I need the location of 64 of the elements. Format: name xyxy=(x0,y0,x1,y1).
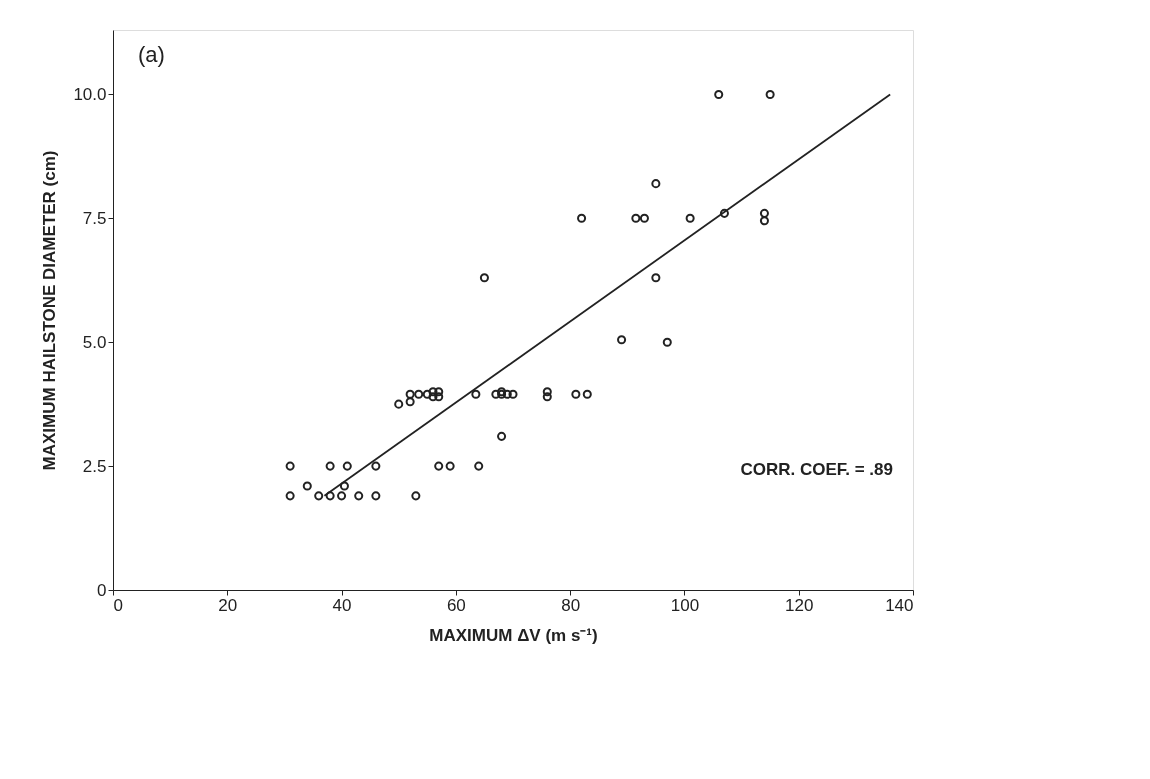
point xyxy=(434,392,444,402)
point xyxy=(639,213,649,223)
x-tick-label: 100 xyxy=(670,595,700,615)
point xyxy=(434,461,444,471)
point xyxy=(339,481,349,491)
point xyxy=(414,389,424,399)
point xyxy=(354,491,364,501)
x-tick-label: 20 xyxy=(218,595,238,615)
point xyxy=(759,208,769,218)
y-tick-label: 5.0 xyxy=(82,332,107,352)
point xyxy=(714,89,724,99)
point xyxy=(497,431,507,441)
point xyxy=(285,491,295,501)
point xyxy=(542,387,552,397)
point xyxy=(342,461,352,471)
point xyxy=(491,389,501,399)
point xyxy=(337,491,347,501)
point xyxy=(371,461,381,471)
point xyxy=(651,179,661,189)
point xyxy=(302,481,312,491)
point xyxy=(371,491,381,501)
y-tick-label: 2.5 xyxy=(82,456,107,476)
point xyxy=(759,216,769,226)
point xyxy=(662,337,672,347)
x-tick-label: 140 xyxy=(885,595,914,615)
point xyxy=(502,389,512,399)
point xyxy=(651,273,661,283)
point xyxy=(542,392,552,402)
point xyxy=(631,213,641,223)
point xyxy=(765,89,775,99)
point xyxy=(325,461,335,471)
x-tick-label: 120 xyxy=(785,595,814,615)
x-axis-title: MAXIMUM ΔV (m s⁻¹) xyxy=(429,625,598,645)
point xyxy=(285,461,295,471)
point xyxy=(719,208,729,218)
x-tick-label: 40 xyxy=(332,595,352,615)
point xyxy=(582,389,592,399)
point xyxy=(405,397,415,407)
point xyxy=(508,389,518,399)
point xyxy=(577,213,587,223)
point xyxy=(434,387,444,397)
y-axis-title: MAXIMUM HAILSTONE DIAMETER (cm) xyxy=(40,150,60,471)
point xyxy=(479,273,489,283)
point xyxy=(394,399,404,409)
point xyxy=(428,387,438,397)
annotation: (a) xyxy=(138,42,165,67)
point xyxy=(685,213,695,223)
point xyxy=(474,461,484,471)
point xyxy=(325,491,335,501)
x-tick-label: 80 xyxy=(561,595,581,615)
y-tick-label: 10.0 xyxy=(73,84,107,104)
point xyxy=(411,491,421,501)
point xyxy=(471,389,481,399)
y-tick-label: 7.5 xyxy=(82,208,107,228)
point xyxy=(571,389,581,399)
x-tick-label: 60 xyxy=(446,595,466,615)
point xyxy=(617,335,627,345)
x-tick-label: 0 xyxy=(113,595,123,615)
point xyxy=(445,461,455,471)
point xyxy=(405,389,415,399)
point xyxy=(428,392,438,402)
annotation: CORR. COEF. = .89 xyxy=(740,460,893,479)
y-tick-label: 0 xyxy=(97,580,107,600)
point xyxy=(422,389,432,399)
